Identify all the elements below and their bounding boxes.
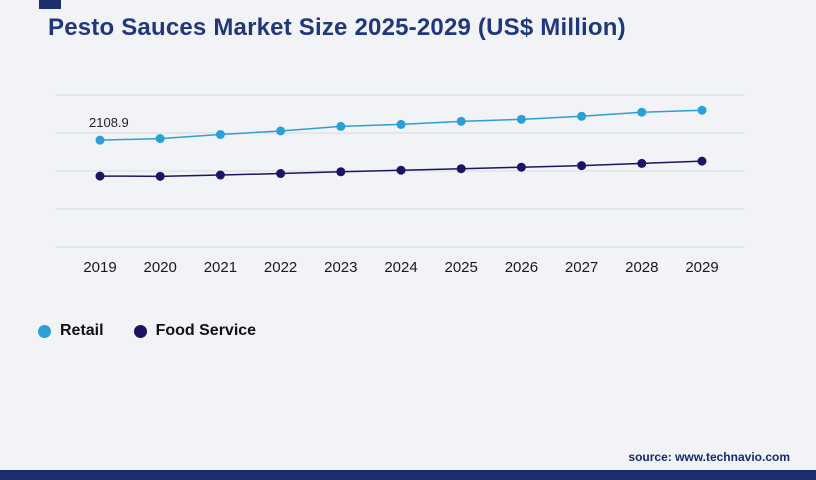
data-point [516, 114, 526, 124]
svg-text:2024: 2024 [384, 259, 417, 276]
data-point [276, 126, 286, 136]
legend-label-food-service: Food Service [155, 322, 257, 339]
svg-text:2108.9: 2108.9 [89, 115, 129, 130]
data-point [697, 105, 707, 115]
data-point [215, 170, 225, 180]
svg-text:2020: 2020 [144, 259, 177, 276]
svg-text:2025: 2025 [445, 259, 478, 276]
legend-dot [38, 324, 51, 338]
data-point [396, 119, 406, 129]
source-attribution: source: www.technavio.com [628, 450, 790, 464]
svg-text:2029: 2029 [685, 259, 718, 276]
market-size-chart: 2019 2020 2021 2022 2023 2024 2025 2026 2027 2028… [0, 75, 816, 290]
data-point [336, 121, 346, 131]
page-title: Pesto Sauces Market Size 2025-2029 (US$ … [48, 14, 626, 41]
data-point [577, 111, 587, 121]
data-point [637, 158, 647, 168]
legend-label-retail: Retail [60, 322, 104, 339]
data-point [336, 167, 346, 177]
data-point [95, 171, 105, 181]
svg-text:2021: 2021 [204, 259, 237, 276]
data-point [456, 116, 466, 126]
svg-text:2028: 2028 [625, 259, 658, 276]
data-point [697, 156, 707, 166]
data-point [215, 130, 225, 140]
data-point [276, 169, 286, 179]
data-point [637, 107, 647, 117]
data-point [456, 164, 466, 174]
bottom-accent-bar [0, 470, 816, 480]
legend: Retail Food Service [38, 322, 256, 340]
data-point [396, 165, 406, 175]
legend-item-retail: Retail [38, 322, 104, 340]
legend-dot [133, 324, 147, 338]
data-point [155, 171, 165, 181]
data-point [516, 162, 526, 172]
chart-svg: 2019 2020 2021 2022 2023 2024 2025 2026 2027 2028… [55, 94, 745, 276]
top-accent-mark [39, 0, 61, 9]
data-point [155, 134, 165, 144]
data-point [577, 161, 587, 171]
svg-text:2019: 2019 [83, 259, 116, 276]
data-point [95, 135, 105, 145]
svg-text:2022: 2022 [264, 259, 297, 276]
svg-text:2023: 2023 [324, 259, 357, 276]
svg-text:2027: 2027 [565, 259, 598, 276]
svg-text:2026: 2026 [505, 259, 538, 276]
legend-item-food-service: Food Service [133, 322, 257, 340]
